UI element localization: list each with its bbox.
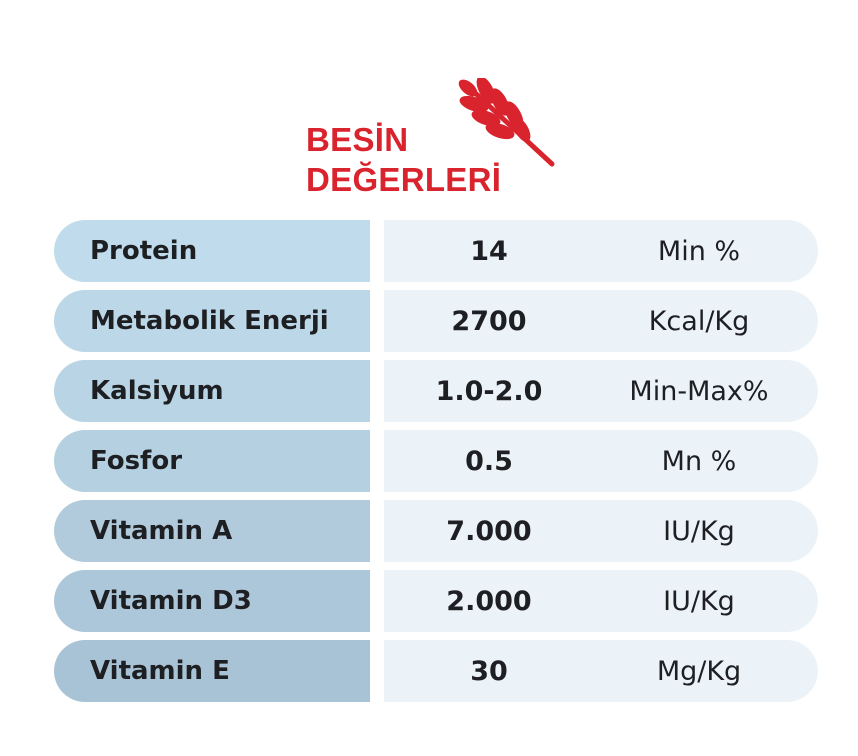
table-row: Protein 14 Min % <box>54 220 818 282</box>
table-row: Vitamin D3 2.000 IU/Kg <box>54 570 818 632</box>
nutrient-value: 0.5 <box>465 445 513 477</box>
nutrient-name: Kalsiyum <box>54 360 370 422</box>
title-line-2: DEĞERLERİ <box>306 161 502 198</box>
value-cell: 1.0-2.0 Min-Max% <box>384 360 818 422</box>
nutrient-unit: Mg/Kg <box>656 655 742 687</box>
nutrient-unit: Kcal/Kg <box>648 305 750 337</box>
value-cell: 2.000 IU/Kg <box>384 570 818 632</box>
nutrient-unit: Mn % <box>661 445 737 477</box>
nutrient-name: Metabolik Enerji <box>54 290 370 352</box>
nutrient-value: 14 <box>470 235 508 267</box>
value-cell: 2700 Kcal/Kg <box>384 290 818 352</box>
nutrient-unit: Min % <box>657 235 741 267</box>
nutrient-value: 30 <box>470 655 508 687</box>
table-row: Metabolik Enerji 2700 Kcal/Kg <box>54 290 818 352</box>
nutrient-value: 7.000 <box>446 515 532 547</box>
nutrient-value: 2.000 <box>446 585 532 617</box>
table-row: Vitamin E 30 Mg/Kg <box>54 640 818 702</box>
page-title: BESİN DEĞERLERİ <box>306 120 501 200</box>
value-cell: 14 Min % <box>384 220 818 282</box>
nutrition-table: Protein 14 Min % Metabolik Enerji 2700 Kcal/K… <box>54 220 818 710</box>
nutrient-name: Vitamin E <box>54 640 370 702</box>
title-line-1: BESİN <box>306 121 409 158</box>
nutrient-unit: IU/Kg <box>663 515 735 547</box>
nutrient-unit: Min-Max% <box>629 375 769 407</box>
nutrient-unit: IU/Kg <box>663 585 735 617</box>
table-row: Fosfor 0.5 Mn % <box>54 430 818 492</box>
value-cell: 0.5 Mn % <box>384 430 818 492</box>
nutrient-value: 2700 <box>451 305 527 337</box>
nutrient-name: Vitamin D3 <box>54 570 370 632</box>
table-row: Vitamin A 7.000 IU/Kg <box>54 500 818 562</box>
wheat-icon <box>458 78 555 167</box>
nutrient-name: Fosfor <box>54 430 370 492</box>
value-cell: 30 Mg/Kg <box>384 640 818 702</box>
value-cell: 7.000 IU/Kg <box>384 500 818 562</box>
nutrient-name: Protein <box>54 220 370 282</box>
table-row: Kalsiyum 1.0-2.0 Min-Max% <box>54 360 818 422</box>
nutrient-name: Vitamin A <box>54 500 370 562</box>
nutrient-value: 1.0-2.0 <box>435 375 543 407</box>
